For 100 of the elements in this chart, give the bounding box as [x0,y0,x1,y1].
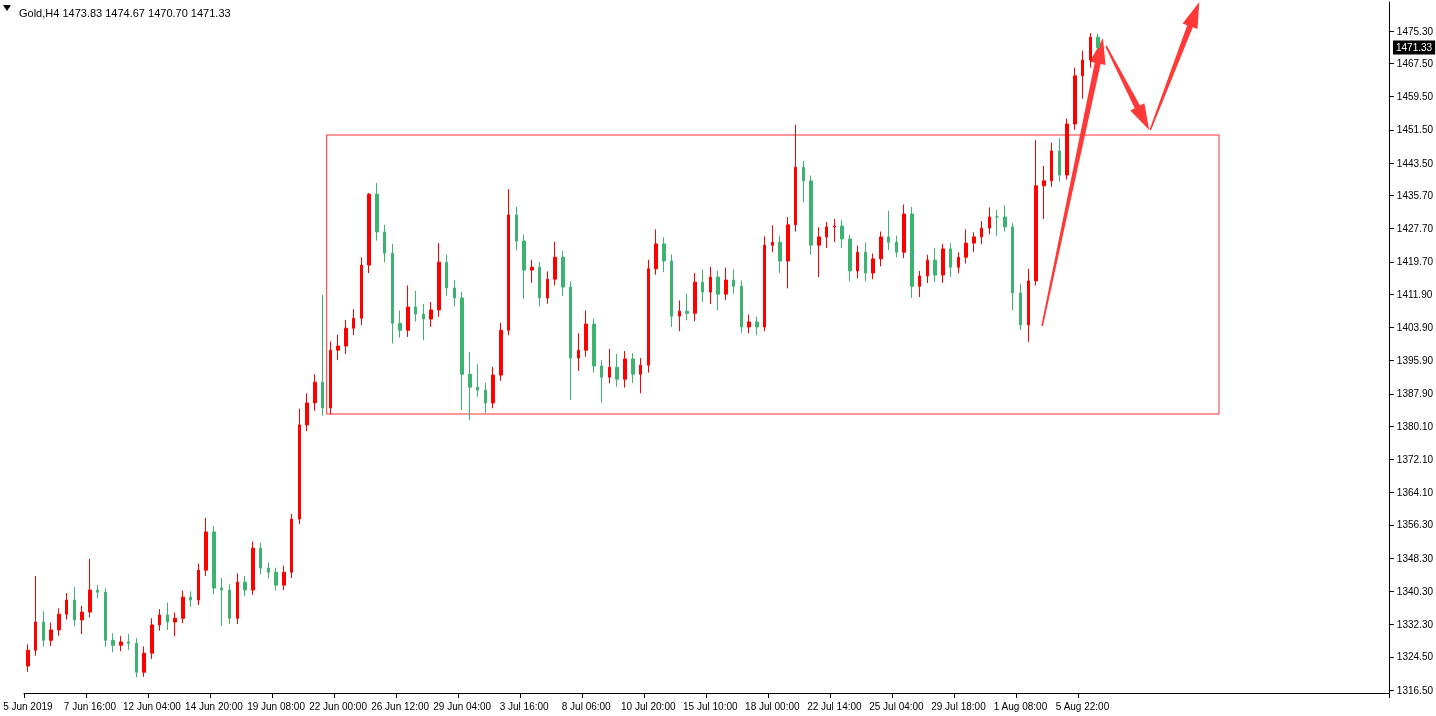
x-tick-label: 5 Jun 2019 [3,700,54,712]
candlestick [274,567,278,591]
candlestick [584,309,588,358]
candlestick [1019,283,1022,331]
candlestick [809,174,813,256]
candlestick [1096,33,1100,51]
candlestick [740,279,743,334]
candlestick [220,577,223,627]
candlestick [530,259,534,284]
candlestick [933,247,937,283]
candlestick [600,359,603,404]
x-tick-label: 29 Jul 18:00 [931,700,987,712]
candlestick [623,350,627,389]
candlestick [778,235,782,274]
candlestick [267,562,270,579]
candlestick [228,583,231,625]
candlestick [391,243,394,345]
candlestick [647,259,650,374]
candlestick [34,575,37,657]
candlestick [631,352,635,384]
candlestick [732,268,735,295]
x-tick-label: 10 Jul 20:00 [621,700,676,712]
candlestick [771,224,774,253]
x-tick-label: 15 Jul 10:00 [683,700,738,712]
y-tick-label: 1324.50 [1396,651,1434,663]
y-tick-label: 1387.90 [1396,388,1434,400]
candlestick [1050,142,1053,188]
y-tick-label: 1340.30 [1396,585,1434,597]
candlestick [119,635,123,652]
y-tick-label: 1467.50 [1396,57,1434,69]
candlestick [879,231,883,267]
candlestick [313,373,317,412]
candlestick [282,565,286,591]
candlestick [685,293,689,321]
y-tick-label: 1435.70 [1396,189,1434,201]
candlestick [786,216,790,289]
y-tick-label: 1443.50 [1396,157,1434,169]
y-tick-label: 1419.70 [1396,256,1434,268]
candlestick [515,206,518,251]
candlestick [406,284,410,338]
candlestick [1003,204,1007,232]
candlestick [352,308,355,336]
y-tick-label: 1459.50 [1396,91,1434,103]
candlestick [848,234,852,282]
candlestick [840,219,844,249]
candlestick [864,242,867,282]
candlestick [724,267,728,301]
candlestick [42,610,45,648]
candlestick [561,250,565,297]
y-tick-label: 1348.30 [1396,552,1434,564]
candlestick [678,299,681,332]
x-tick-label: 19 Jun 08:00 [247,700,306,712]
y-tick-label: 1316.50 [1396,684,1434,696]
candlestick [887,210,890,251]
candlestick [290,513,293,579]
x-tick-label: 8 Jul 06:00 [561,700,612,712]
candlestick [1034,139,1038,286]
candlestick [918,270,921,298]
x-tick-label: 12 Jun 04:00 [123,700,182,712]
candlestick [1089,32,1092,69]
candlestick [437,242,441,318]
candlestick [453,279,456,307]
candlestick [104,587,107,648]
candlestick [1073,67,1077,131]
y-tick-label: 1380.10 [1396,420,1434,432]
candlestick [329,340,332,415]
candlestick [569,280,572,401]
candlestick [305,392,309,432]
candlestick [344,319,348,355]
candlestick [484,382,487,414]
candlestick [212,525,216,595]
candlestick [127,633,130,651]
candlestick [709,266,712,305]
candlestick [794,124,797,232]
candlestick [80,605,84,635]
candlestick [166,602,169,631]
candlestick [949,242,952,278]
y-tick-label: 1364.10 [1396,487,1434,499]
candlestick [197,563,200,606]
candlestick [65,592,68,621]
candlestick [654,228,658,276]
candlestick [972,231,976,253]
candlestick [204,517,208,577]
candlestick [158,608,161,632]
candlestick [639,357,642,394]
candlestick [111,632,115,653]
candlestick [522,233,526,300]
candlestick [988,206,991,235]
candlestick [321,294,324,417]
candlestick [592,318,596,374]
candlestick [181,589,185,624]
candlestick [755,316,759,336]
candlestick [336,334,340,361]
candlestick [367,192,371,274]
candlestick [1081,50,1084,100]
candlestick [476,363,479,398]
candlestick [243,575,247,597]
candlestick [577,332,580,372]
candlestick [429,301,433,328]
candlestick [507,188,510,336]
